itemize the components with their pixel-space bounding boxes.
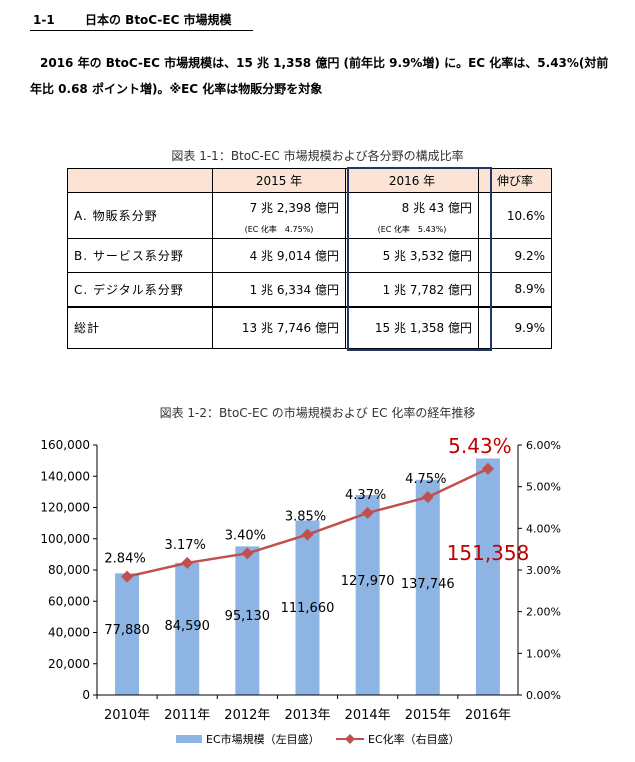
x-tick-label: 2014年 <box>345 708 391 723</box>
right-tick-label: 0.00% <box>526 689 561 702</box>
ec-rate-note-2016: (EC 化率 5.43%) <box>377 225 447 234</box>
left-tick-label: 20,000 <box>48 657 90 671</box>
bar-value-label-5: 137,746 <box>401 577 455 592</box>
row-label: 総計 <box>67 306 213 349</box>
left-tick-label: 100,000 <box>40 532 90 546</box>
right-tick-label: 5.00% <box>526 481 561 494</box>
bar-0 <box>115 573 140 695</box>
cell-2016: 1 兆 7,782 億円 <box>345 272 479 307</box>
bar-4 <box>355 495 380 695</box>
legend-line-label: EC化率（右目盛） <box>368 732 460 746</box>
header-cell-growth: 伸び率 <box>478 168 552 193</box>
left-tick-label: 160,000 <box>40 438 90 452</box>
right-tick-label: 4.00% <box>526 522 561 535</box>
ec-rate-marker-6 <box>481 462 494 475</box>
bar-value-label-1: 84,590 <box>164 619 210 634</box>
intro-paragraph: 2016 年の BtoC-EC 市場規模は、15 兆 1,358 億円 (前年比… <box>30 56 609 96</box>
cell-2016: 5 兆 3,532 億円 <box>345 238 479 273</box>
x-tick-label: 2013年 <box>284 708 330 723</box>
x-tick-label: 2015年 <box>405 708 451 723</box>
left-tick-label: 80,000 <box>48 563 90 577</box>
ec-rate-label-4: 4.37% <box>345 488 386 503</box>
row-label: C. デジタル系分野 <box>67 272 213 307</box>
bar-value-label-0: 77,880 <box>104 623 150 638</box>
cell-2015: 1 兆 6,334 億円 <box>212 272 346 307</box>
right-tick-label: 1.00% <box>526 647 561 660</box>
ec-rate-label-3: 3.85% <box>285 510 326 525</box>
cell-2015: 13 兆 7,746 億円 <box>212 306 346 349</box>
ec-rate-marker-0 <box>121 570 134 583</box>
value-2015: 7 兆 2,398 億円 <box>249 201 339 215</box>
section-heading: 1-1 日本の BtoC-EC 市場規模 <box>30 10 253 31</box>
x-tick-label: 2012年 <box>224 708 270 723</box>
left-tick-label: 60,000 <box>48 594 90 608</box>
bar-value-label-2: 95,130 <box>225 609 271 624</box>
cell-growth: 10.6% <box>478 192 552 239</box>
cell-growth: 9.9% <box>478 306 552 349</box>
ec-rate-label-1: 3.17% <box>165 538 206 553</box>
bar-value-label-3: 111,660 <box>281 601 335 616</box>
ec-rate-label-2: 3.40% <box>225 528 266 543</box>
cell-2016: 15 兆 1,358 億円 <box>345 306 479 349</box>
ec-rate-label-5: 4.75% <box>405 472 446 487</box>
table-header-row: 2015 年 2016 年 伸び率 <box>67 168 552 193</box>
cell-2015: 7 兆 2,398 億円 (EC 化率 4.75%) <box>212 192 346 239</box>
ec-rate-marker-1 <box>181 556 194 569</box>
left-tick-label: 0 <box>82 688 90 702</box>
bar-value-label-4: 127,970 <box>341 574 395 589</box>
chart-caption: 図表 1-2：BtoC-EC の市場規模および EC 化率の経年推移 <box>159 406 476 420</box>
left-tick-label: 120,000 <box>40 501 90 515</box>
legend-bar-swatch <box>176 735 202 743</box>
ec-rate-marker-5 <box>421 491 434 504</box>
legend-bar-label: EC市場規模（左目盛） <box>206 732 320 746</box>
x-tick-label: 2016年 <box>465 708 511 723</box>
row-label: B. サービス系分野 <box>67 238 213 273</box>
table-caption: 図表 1-1：BtoC-EC 市場規模および各分野の構成比率 <box>171 149 464 163</box>
ec-market-chart: 0 20,000 40,000 60,000 80,000 100,000 120,000 1… <box>40 434 561 746</box>
header-cell-2016: 2016 年 <box>345 168 479 193</box>
header-cell-blank <box>67 168 213 193</box>
table-row: A. 物販系分野 7 兆 2,398 億円 (EC 化率 4.75%) 8 兆 … <box>67 192 552 239</box>
right-tick-label: 6.00% <box>526 439 561 452</box>
bar-2 <box>235 546 260 695</box>
cell-2016: 8 兆 43 億円 (EC 化率 5.43%) <box>345 192 479 239</box>
cell-growth: 8.9% <box>478 272 552 307</box>
cell-growth: 9.2% <box>478 238 552 273</box>
row-label: A. 物販系分野 <box>67 192 213 239</box>
market-size-table: 2015 年 2016 年 伸び率 A. 物販系分野 7 兆 2,398 億円 … <box>67 168 552 349</box>
value-2016: 8 兆 43 億円 <box>401 201 472 215</box>
bar-1 <box>175 562 200 695</box>
table-row: B. サービス系分野 4 兆 9,014 億円 5 兆 3,532 億円 9.2… <box>67 238 552 273</box>
x-tick-label: 2010年 <box>104 708 150 723</box>
ec-rate-marker-2 <box>241 547 254 560</box>
right-tick-label: 2.00% <box>526 606 561 619</box>
bar-3 <box>295 520 320 695</box>
section-number: 1-1 <box>33 13 55 27</box>
right-tick-label: 3.00% <box>526 564 561 577</box>
bar-5 <box>415 479 440 695</box>
section-title: 日本の BtoC-EC 市場規模 <box>85 13 232 27</box>
ec-rate-marker-3 <box>301 528 314 541</box>
bar-6 <box>475 458 500 695</box>
left-tick-label: 40,000 <box>48 626 90 640</box>
table-total-row: 総計 13 兆 7,746 億円 15 兆 1,358 億円 9.9% <box>67 306 552 349</box>
bar-value-label-6: 151,358 <box>447 541 530 565</box>
ec-rate-note-2015: (EC 化率 4.75%) <box>244 225 314 234</box>
left-tick-label: 140,000 <box>40 469 90 483</box>
table-row: C. デジタル系分野 1 兆 6,334 億円 1 兆 7,782 億円 8.9… <box>67 272 552 307</box>
header-cell-2015: 2015 年 <box>212 168 346 193</box>
ec-rate-label-6: 5.43% <box>448 434 512 458</box>
legend-line-marker <box>345 734 355 744</box>
cell-2015: 4 兆 9,014 億円 <box>212 238 346 273</box>
ec-rate-label-0: 2.84% <box>104 552 145 567</box>
x-tick-label: 2011年 <box>164 708 210 723</box>
